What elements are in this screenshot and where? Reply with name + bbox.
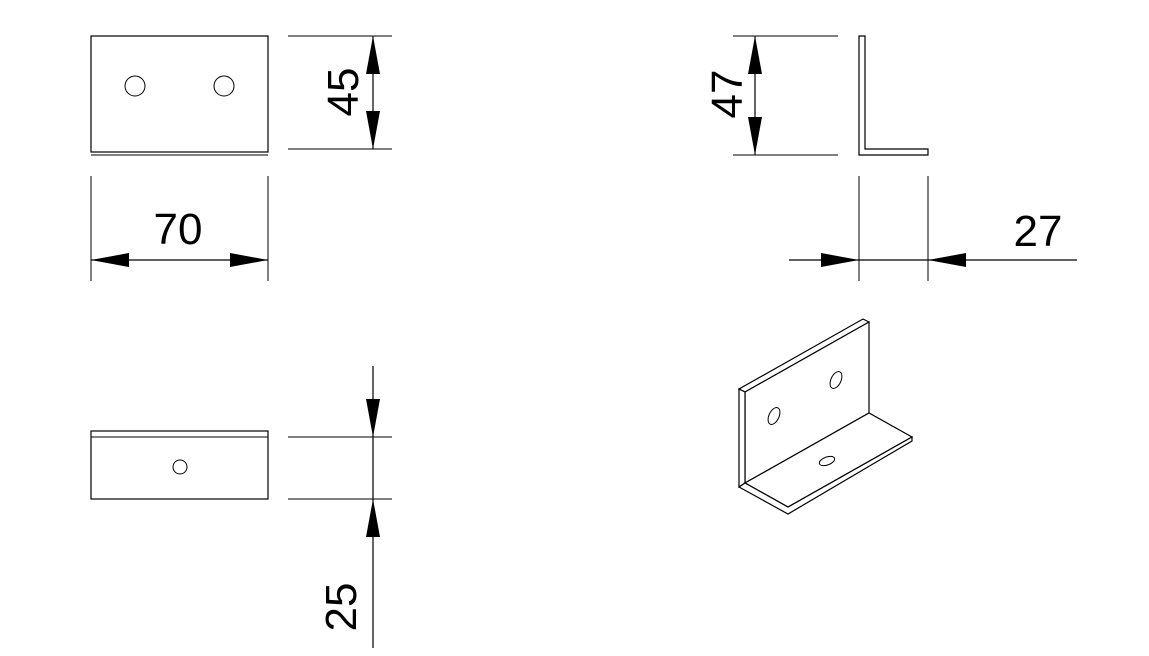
dimension-label-27: 27 [1014, 207, 1063, 256]
dimension-front-height: 45 [288, 35, 392, 150]
front-view-hole-right [213, 75, 235, 97]
arrow-head [91, 253, 129, 267]
dimension-label-25: 25 [317, 583, 366, 632]
iso-base-edge [737, 435, 913, 515]
side-view [858, 35, 929, 156]
iso-hole-left [767, 407, 781, 425]
arrow-head [366, 499, 380, 537]
arrow-head [928, 253, 966, 267]
dimension-label-47: 47 [703, 70, 752, 119]
arrow-head [366, 399, 380, 437]
iso-hole-right [829, 371, 843, 389]
dimension-bottom-depth: 25 [288, 366, 392, 648]
arrow-head [366, 111, 380, 149]
arrow-head [821, 253, 859, 267]
arrow-head [230, 253, 268, 267]
arrow-head [748, 36, 762, 74]
dimension-front-width: 70 [90, 176, 269, 281]
arrow-head [366, 36, 380, 74]
arrow-head [748, 117, 762, 155]
front-view-hole-left [124, 75, 146, 97]
dimension-label-45: 45 [319, 68, 368, 117]
side-view-profile [858, 35, 929, 156]
dimension-side-height: 47 [703, 35, 838, 156]
bottom-view-plate [90, 430, 269, 500]
front-view [90, 35, 269, 156]
front-view-plate [90, 35, 269, 153]
iso-upright-side-edge [738, 388, 746, 489]
dimension-label-70: 70 [154, 205, 203, 254]
iso-hole-base [818, 455, 836, 467]
dimension-side-depth: 27 [789, 176, 1077, 281]
bottom-view [90, 430, 269, 500]
bottom-view-hole [172, 459, 188, 475]
isometric-view [737, 318, 914, 515]
